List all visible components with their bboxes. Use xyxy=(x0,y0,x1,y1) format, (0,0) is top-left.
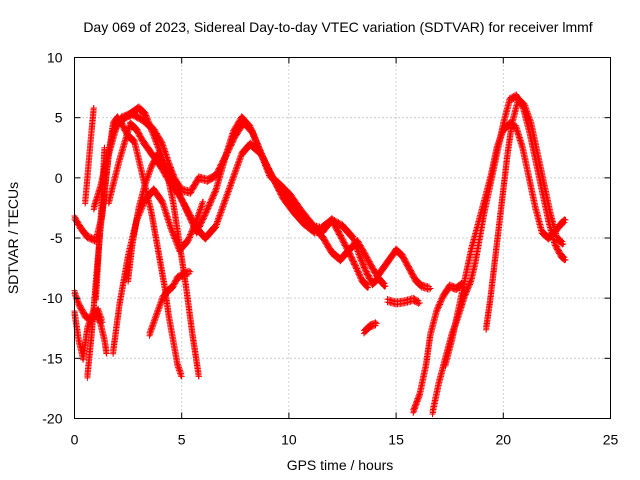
plus-markers xyxy=(442,119,569,369)
plus-markers xyxy=(483,95,567,333)
x-tick-label: 15 xyxy=(388,432,404,448)
plus-markers xyxy=(360,319,380,337)
plus-markers xyxy=(384,294,423,308)
series-track-12 xyxy=(360,319,380,337)
series-track-6 xyxy=(125,149,202,380)
series-track-17 xyxy=(442,119,569,369)
y-axis-label: SDTVAR / TECUs xyxy=(5,182,21,294)
x-tick-label: 0 xyxy=(71,432,79,448)
plus-markers xyxy=(90,109,389,290)
x-tick-label: 25 xyxy=(603,432,619,448)
y-tick-label: -5 xyxy=(50,230,63,246)
series-track-11 xyxy=(92,144,108,303)
plus-markers xyxy=(125,149,202,380)
series-track-13 xyxy=(375,245,434,293)
plus-markers xyxy=(105,119,372,291)
plus-markers xyxy=(82,105,97,207)
series-track-15 xyxy=(410,280,466,416)
plus-markers xyxy=(92,144,108,303)
plus-markers xyxy=(375,245,434,293)
axis-ticks xyxy=(74,57,611,419)
series-track-7 xyxy=(146,267,194,339)
chart-title: Day 069 of 2023, Sidereal Day-to-day VTE… xyxy=(83,19,592,35)
x-tick-labels: 0 5 10 15 20 25 xyxy=(71,432,619,448)
y-tick-label: -10 xyxy=(42,290,62,306)
x-tick-label: 20 xyxy=(496,432,512,448)
series-track-3 xyxy=(105,119,372,291)
data-marks xyxy=(71,91,569,417)
y-tick-labels: -20 -15 -10 -5 0 5 10 xyxy=(42,50,62,427)
series-track-14 xyxy=(384,294,423,308)
series-track-18 xyxy=(483,95,567,333)
x-tick-label: 5 xyxy=(178,432,186,448)
y-tick-label: 0 xyxy=(55,170,63,186)
y-tick-label: 10 xyxy=(47,50,63,66)
series-track-2 xyxy=(90,109,389,290)
y-tick-label: -20 xyxy=(42,411,62,427)
y-tick-label: 5 xyxy=(55,110,63,126)
plus-markers xyxy=(410,280,466,416)
series-track-10 xyxy=(82,105,97,207)
y-tick-label: -15 xyxy=(42,350,62,366)
plus-markers xyxy=(146,267,194,339)
x-tick-label: 10 xyxy=(281,432,297,448)
x-axis-label: GPS time / hours xyxy=(287,457,394,473)
